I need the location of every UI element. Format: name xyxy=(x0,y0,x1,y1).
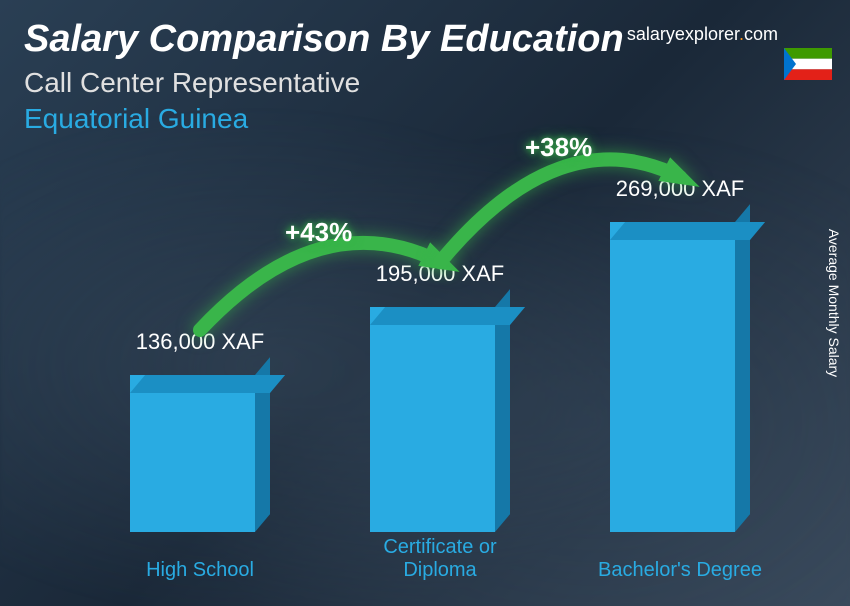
flag-icon xyxy=(784,48,832,80)
source-credit: salaryexplorer.com xyxy=(627,24,778,45)
percentage-increase: +38% xyxy=(525,132,592,163)
bar-chart: 136,000 XAFHigh School195,000 XAFCertifi… xyxy=(90,160,780,582)
subtitle: Call Center Representative xyxy=(24,67,826,99)
y-axis-label: Average Monthly Salary xyxy=(826,229,842,377)
increase-arrow: +38% xyxy=(90,160,780,582)
